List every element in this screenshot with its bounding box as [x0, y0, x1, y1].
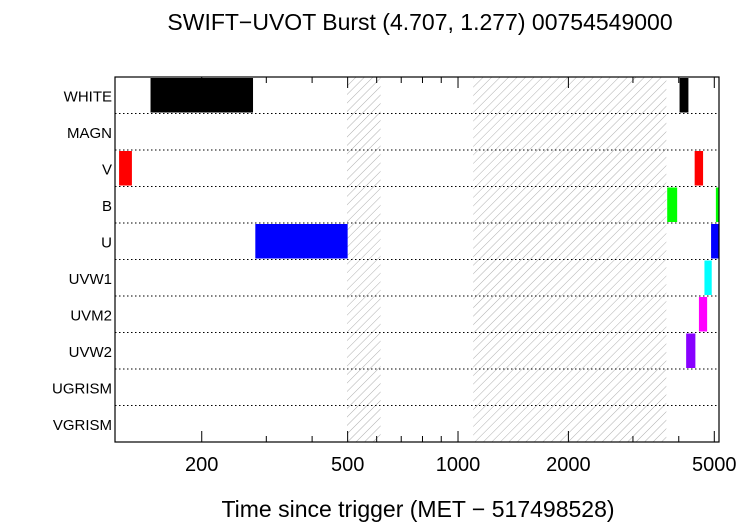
exposure-bar-uvm2-9: [698, 297, 708, 332]
exposure-bar-uvw2-10: [686, 333, 696, 368]
y-label-v: V: [102, 161, 112, 178]
exposure-bar-v-2: [119, 151, 132, 186]
y-label-uvw1: UVW1: [69, 271, 112, 288]
bars-layer: [119, 78, 719, 368]
exposure-bar-u-7: [711, 224, 719, 259]
chart-title: SWIFT−UVOT Burst (4.707, 1.277) 00754549…: [167, 9, 672, 35]
x-labels-layer: 200 500 1000 2000 5000: [185, 454, 736, 476]
x-tick-label-200: 200: [185, 454, 218, 476]
y-label-uvw2: UVW2: [69, 344, 112, 361]
exposure-bar-v-3: [694, 151, 704, 186]
x-tick-label-5000: 5000: [692, 454, 737, 476]
exposure-bar-uvw1-8: [704, 260, 712, 295]
grid-layer: [115, 113, 719, 406]
y-labels-layer: WHITE MAGN V B U UVW1 UVM2 UVW2 UGRISM VGRISM: [52, 88, 112, 434]
plot-frame: [114, 76, 720, 443]
gaps-layer: [347, 77, 667, 442]
exposure-bar-b-4: [667, 187, 678, 222]
x-tick-label-500: 500: [331, 454, 364, 476]
y-label-magn: MAGN: [67, 125, 112, 142]
exposure-bar-white-1: [679, 78, 689, 113]
gap-region-1: [473, 77, 667, 442]
x-axis-label: Time since trigger (MET − 517498528): [221, 496, 614, 522]
exposure-bar-u-6: [255, 224, 348, 259]
x-tick-label-1000: 1000: [436, 454, 481, 476]
y-label-ugrism: UGRISM: [52, 380, 112, 397]
exposure-bar-b-5: [715, 187, 719, 222]
y-label-b: B: [102, 198, 112, 215]
x-tick-label-2000: 2000: [546, 454, 591, 476]
y-label-uvm2: UVM2: [70, 307, 112, 324]
ticks-layer: [201, 77, 715, 442]
y-label-u: U: [101, 234, 112, 251]
y-label-vgrism: VGRISM: [53, 417, 112, 434]
y-label-white: WHITE: [64, 88, 112, 105]
